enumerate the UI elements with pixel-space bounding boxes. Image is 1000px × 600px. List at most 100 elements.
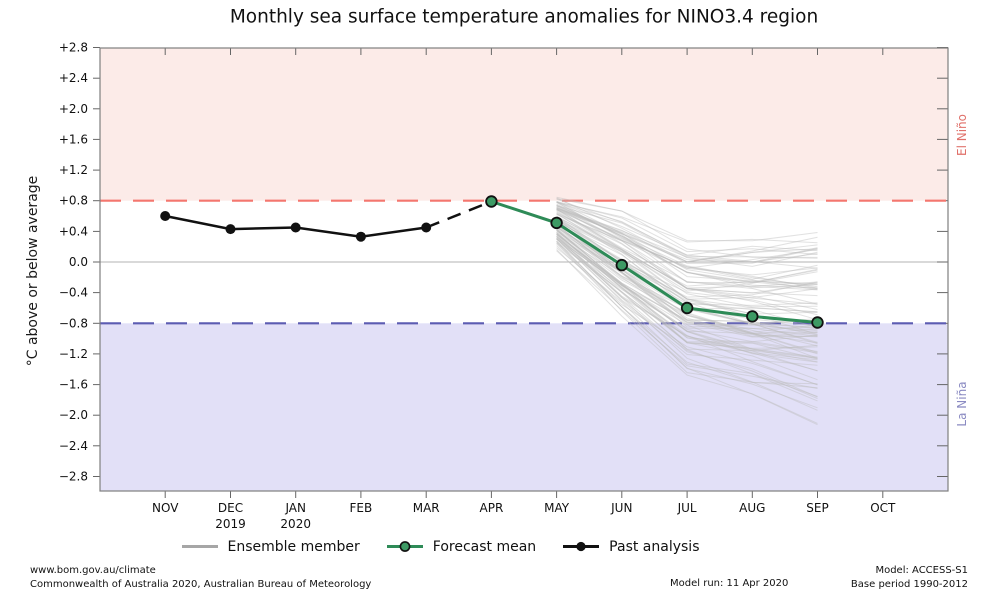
- ensemble-member-line: [556, 225, 818, 333]
- analysis-forecast-transition-line: [425, 200, 492, 229]
- ensemble-member-line: [556, 239, 818, 330]
- footer-copyright: Commonwealth of Australia 2020, Australi…: [30, 579, 372, 590]
- ensemble-member-line: [556, 234, 818, 361]
- x-tick-label: OCT: [870, 501, 896, 515]
- legend-item-past: Past analysis: [562, 538, 699, 557]
- ensemble-member-line: [556, 198, 818, 258]
- forecast-mean-point: [485, 195, 498, 208]
- past-analysis-point: [421, 222, 432, 233]
- ensemble-member-line: [556, 209, 818, 276]
- ensemble-member-line: [556, 229, 818, 335]
- y-tick-label: +1.6: [59, 132, 88, 146]
- ensemble-member-line: [556, 232, 818, 381]
- ensemble-member-line: [556, 218, 818, 308]
- y-tick-label: −2.8: [59, 470, 88, 484]
- ensemble-member-line: [556, 235, 818, 337]
- ensemble-member-line: [556, 201, 818, 269]
- ensemble-member-line: [556, 229, 818, 335]
- y-tick-label: +2.4: [59, 71, 88, 85]
- legend: Ensemble member Forecast mean Past analy…: [180, 534, 700, 560]
- x-tick-label: JUL: [677, 501, 697, 515]
- ensemble-member-line-swatch: [181, 538, 219, 557]
- ensemble-member-line: [556, 231, 818, 332]
- ensemble-member-line: [556, 207, 818, 264]
- x-tick-label: AUG: [739, 501, 765, 515]
- footer-website: www.bom.gov.au/climate: [30, 565, 156, 576]
- ensemble-member-line: [556, 240, 818, 426]
- ensemble-member-line: [556, 233, 818, 386]
- forecast-mean-point: [615, 258, 629, 272]
- x-year-label: 2020: [280, 517, 311, 531]
- legend-swatch-graphic: [181, 544, 218, 548]
- x-tick-label: NOV: [152, 501, 179, 515]
- ensemble-member-line: [556, 242, 818, 389]
- ensemble-member-line: [556, 211, 818, 300]
- ensemble-member-line: [556, 213, 818, 292]
- ensemble-member-line: [556, 232, 818, 360]
- ensemble-member-line: [556, 218, 818, 316]
- legend-item-ensemble: Ensemble member: [181, 538, 360, 557]
- la-nina-region-label: La Niña: [955, 381, 969, 427]
- x-tick-label: DEC: [218, 501, 243, 515]
- ensemble-member-line: [556, 201, 818, 289]
- ensemble-member-line: [556, 238, 818, 366]
- ensemble-member-line: [556, 196, 818, 242]
- footer-model-run: Model run: 11 Apr 2020: [670, 578, 789, 589]
- ensemble-member-line: [556, 201, 818, 259]
- x-tick-label: MAY: [544, 501, 570, 515]
- past-analysis-line-swatch: [562, 538, 600, 557]
- ensemble-member-line: [556, 228, 818, 359]
- y-tick-label: +1.2: [59, 163, 88, 177]
- ensemble-member-line: [556, 247, 818, 397]
- y-tick-label: −0.8: [59, 316, 88, 330]
- y-tick-label: −2.0: [59, 408, 88, 422]
- legend-label-ensemble: Ensemble member: [227, 539, 360, 555]
- ensemble-member-line: [556, 205, 818, 280]
- past-analysis-point: [225, 224, 236, 235]
- forecast-mean-point: [746, 310, 759, 323]
- ensemble-member-line: [556, 236, 818, 358]
- ensemble-member-line: [556, 201, 818, 244]
- ensemble-member-line: [556, 235, 818, 411]
- ensemble-member-line: [556, 220, 818, 315]
- legend-item-forecast: Forecast mean: [386, 538, 536, 557]
- ensemble-member-line: [556, 242, 818, 359]
- ensemble-member-line: [556, 213, 818, 294]
- ensemble-member-line: [556, 233, 818, 352]
- el-nino-band: [100, 48, 948, 201]
- ensemble-member-line: [556, 203, 818, 288]
- ensemble-member-line: [556, 238, 818, 398]
- ensemble-member-line: [556, 206, 818, 297]
- ensemble-member-line: [556, 225, 818, 347]
- x-tick-label: APR: [480, 501, 504, 515]
- ensemble-member-line: [556, 210, 818, 321]
- ensemble-member-line: [556, 226, 818, 330]
- x-tick-label: SEP: [806, 501, 828, 515]
- footer-model: Model: ACCESS-S1: [875, 565, 968, 576]
- past-analysis-point: [355, 231, 366, 242]
- ensemble-member-line: [556, 209, 818, 289]
- footer-right: Model: ACCESS-S1 Base period 1990-2012: [851, 564, 968, 592]
- legend-swatch-graphic: [386, 540, 423, 552]
- y-tick-label: 0.0: [69, 255, 88, 269]
- x-year-label: 2019: [215, 517, 246, 531]
- ensemble-member-line: [556, 208, 818, 263]
- ensemble-member-line: [556, 205, 818, 289]
- y-tick-label: +2.8: [59, 41, 88, 55]
- ensemble-member-line: [556, 237, 818, 336]
- x-tick-label: JUN: [610, 501, 632, 515]
- forecast-mean-point: [680, 301, 694, 315]
- ensemble-member-line: [556, 240, 818, 385]
- ensemble-member-line: [556, 209, 818, 263]
- ensemble-member-line: [556, 204, 818, 284]
- ensemble-member-line: [556, 198, 818, 256]
- ensemble-member-line: [556, 197, 818, 263]
- ensemble-member-line: [556, 201, 818, 291]
- ensemble-member-line: [556, 233, 818, 372]
- footer-left: www.bom.gov.au/climate Commonwealth of A…: [30, 564, 371, 592]
- ensemble-member-line: [556, 234, 818, 349]
- ensemble-member-line: [556, 228, 818, 363]
- y-tick-label: −0.4: [59, 286, 88, 300]
